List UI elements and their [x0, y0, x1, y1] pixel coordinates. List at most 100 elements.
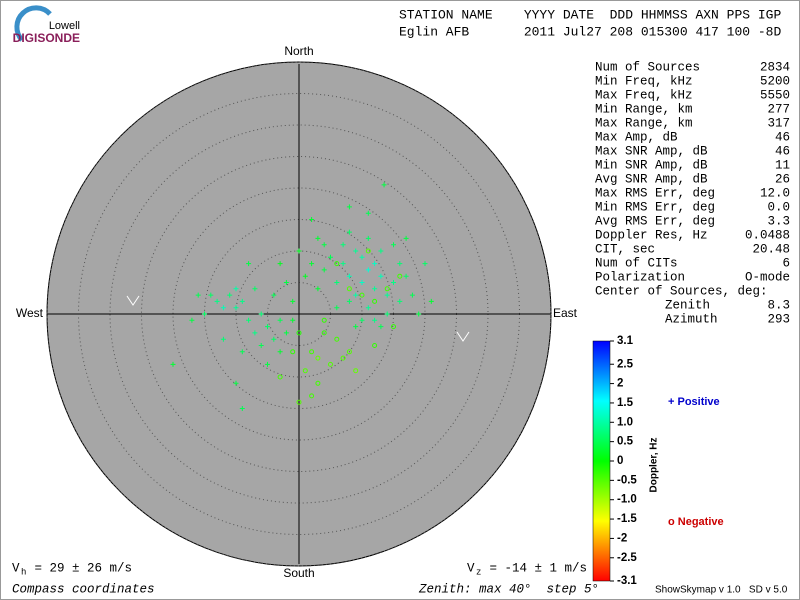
stat-label: Min Freq, kHz — [595, 74, 693, 88]
positive-point — [346, 298, 352, 304]
positive-point — [359, 317, 365, 323]
negative-point — [277, 374, 283, 380]
stat-value: 277 — [767, 102, 790, 116]
stat-value: O-mode — [745, 270, 790, 284]
center-value: 8.3 — [767, 298, 790, 312]
positive-point — [220, 305, 226, 311]
stat-label: Max Freq, kHz — [595, 88, 693, 102]
positive-point — [309, 217, 315, 222]
positive-point — [403, 273, 409, 279]
stat-value: 6 — [782, 256, 790, 270]
negative-point — [315, 355, 321, 361]
stat-value: 0.0 — [767, 200, 790, 214]
stat-label: CIT, sec — [595, 242, 655, 256]
negative-point — [321, 330, 327, 336]
stat-label: Max RMS Err, deg — [595, 186, 715, 200]
colorbar-tick-label: 0 — [617, 455, 623, 467]
positive-point — [258, 311, 264, 317]
positive-point — [328, 254, 333, 260]
negative-point — [384, 286, 390, 292]
zenith-note: Zenith: max 40° step 5° — [418, 582, 599, 596]
positive-point — [321, 267, 327, 273]
negative-point — [296, 399, 302, 405]
negative-point — [302, 368, 308, 374]
colorbar-tick-label: 3.1 — [617, 335, 634, 347]
positive-point — [315, 235, 321, 241]
positive-point — [372, 261, 378, 267]
positive-point — [340, 242, 346, 248]
station-labels: STATION NAME YYYY DATE DDD HHMMSS AXN PP… — [399, 7, 781, 22]
positive-point — [422, 261, 428, 267]
compass-west: West — [16, 306, 44, 320]
stat-label: Polarization — [595, 270, 685, 284]
positive-point — [302, 273, 308, 279]
logo: Lowell DIGISONDE — [13, 5, 80, 45]
stat-label: Doppler Res, Hz — [595, 228, 708, 242]
negative-point — [315, 380, 321, 386]
station-values: Eglin AFB 2011 Jul27 208 015300 417 100 … — [399, 24, 781, 39]
positive-point — [416, 311, 422, 317]
positive-point — [409, 292, 415, 298]
positive-point — [403, 235, 409, 241]
stat-value: 12.0 — [760, 186, 790, 200]
stat-value: 5200 — [760, 74, 790, 88]
positive-point — [195, 292, 201, 298]
velocity-marker — [456, 331, 470, 342]
stat-value: 3.3 — [767, 214, 790, 228]
positive-point — [290, 317, 296, 323]
positive-point — [353, 292, 359, 298]
positive-point — [239, 406, 245, 411]
positive-point — [359, 280, 365, 285]
negative-point — [340, 355, 346, 361]
positive-point — [384, 292, 390, 298]
colorbar: 3.1 2.5 2 1.5 1.0 0.5 0 -0.5 -1.0 -1.5 -2 -2.5 -3.1 D… — [592, 335, 724, 587]
colorbar-tick-label: 2.5 — [617, 358, 634, 370]
positive-point — [246, 317, 252, 323]
positive-point — [277, 317, 283, 323]
positive-point — [227, 292, 233, 298]
stat-value: 0.0488 — [745, 228, 790, 242]
stat-label: Avg SNR Amp, dB — [595, 172, 708, 186]
positive-point — [189, 317, 195, 323]
positive-point — [378, 248, 384, 254]
center-value: 293 — [767, 312, 790, 326]
stats: Num of Sources 2834 Min Freq, kHz 5200 Max F… — [595, 60, 790, 326]
colorbar-bar — [592, 340, 611, 582]
positive-point — [283, 280, 289, 285]
colorbar-tick-label: -3.1 — [617, 575, 637, 587]
colorbar-tick-label: -2.5 — [617, 552, 637, 564]
stat-value: 46 — [775, 144, 790, 158]
logo-swoosh — [14, 5, 52, 42]
positive-point — [365, 305, 371, 311]
center-label: Zenith — [665, 298, 710, 312]
stat-label: Max Range, km — [595, 116, 693, 130]
positive-point — [365, 210, 371, 216]
positive-point — [353, 248, 359, 254]
negative-point — [309, 349, 315, 355]
stat-value: 46 — [775, 130, 790, 144]
negative-point — [346, 286, 352, 292]
positive-point — [334, 305, 340, 311]
positive-point — [239, 349, 245, 355]
positive-point — [170, 361, 176, 367]
positive-point — [365, 267, 371, 273]
positive-point — [340, 261, 346, 267]
positive-point — [265, 324, 270, 330]
negative-point — [296, 330, 302, 336]
legend-entry: + Positive — [668, 396, 720, 408]
positive-point — [246, 261, 252, 267]
positive-point — [397, 261, 403, 267]
stat-label: Avg RMS Err, deg — [595, 214, 715, 228]
positive-point — [271, 336, 277, 342]
stat-value: 317 — [767, 116, 790, 130]
positive-point — [283, 330, 289, 336]
positive-point — [378, 324, 384, 330]
positive-point — [239, 298, 245, 304]
negative-point — [334, 261, 340, 267]
negative-point — [290, 349, 296, 355]
negative-point — [391, 324, 396, 330]
positive-point — [397, 298, 403, 304]
center-title: Center of Sources, deg: — [595, 284, 768, 298]
positive-point — [372, 317, 378, 323]
